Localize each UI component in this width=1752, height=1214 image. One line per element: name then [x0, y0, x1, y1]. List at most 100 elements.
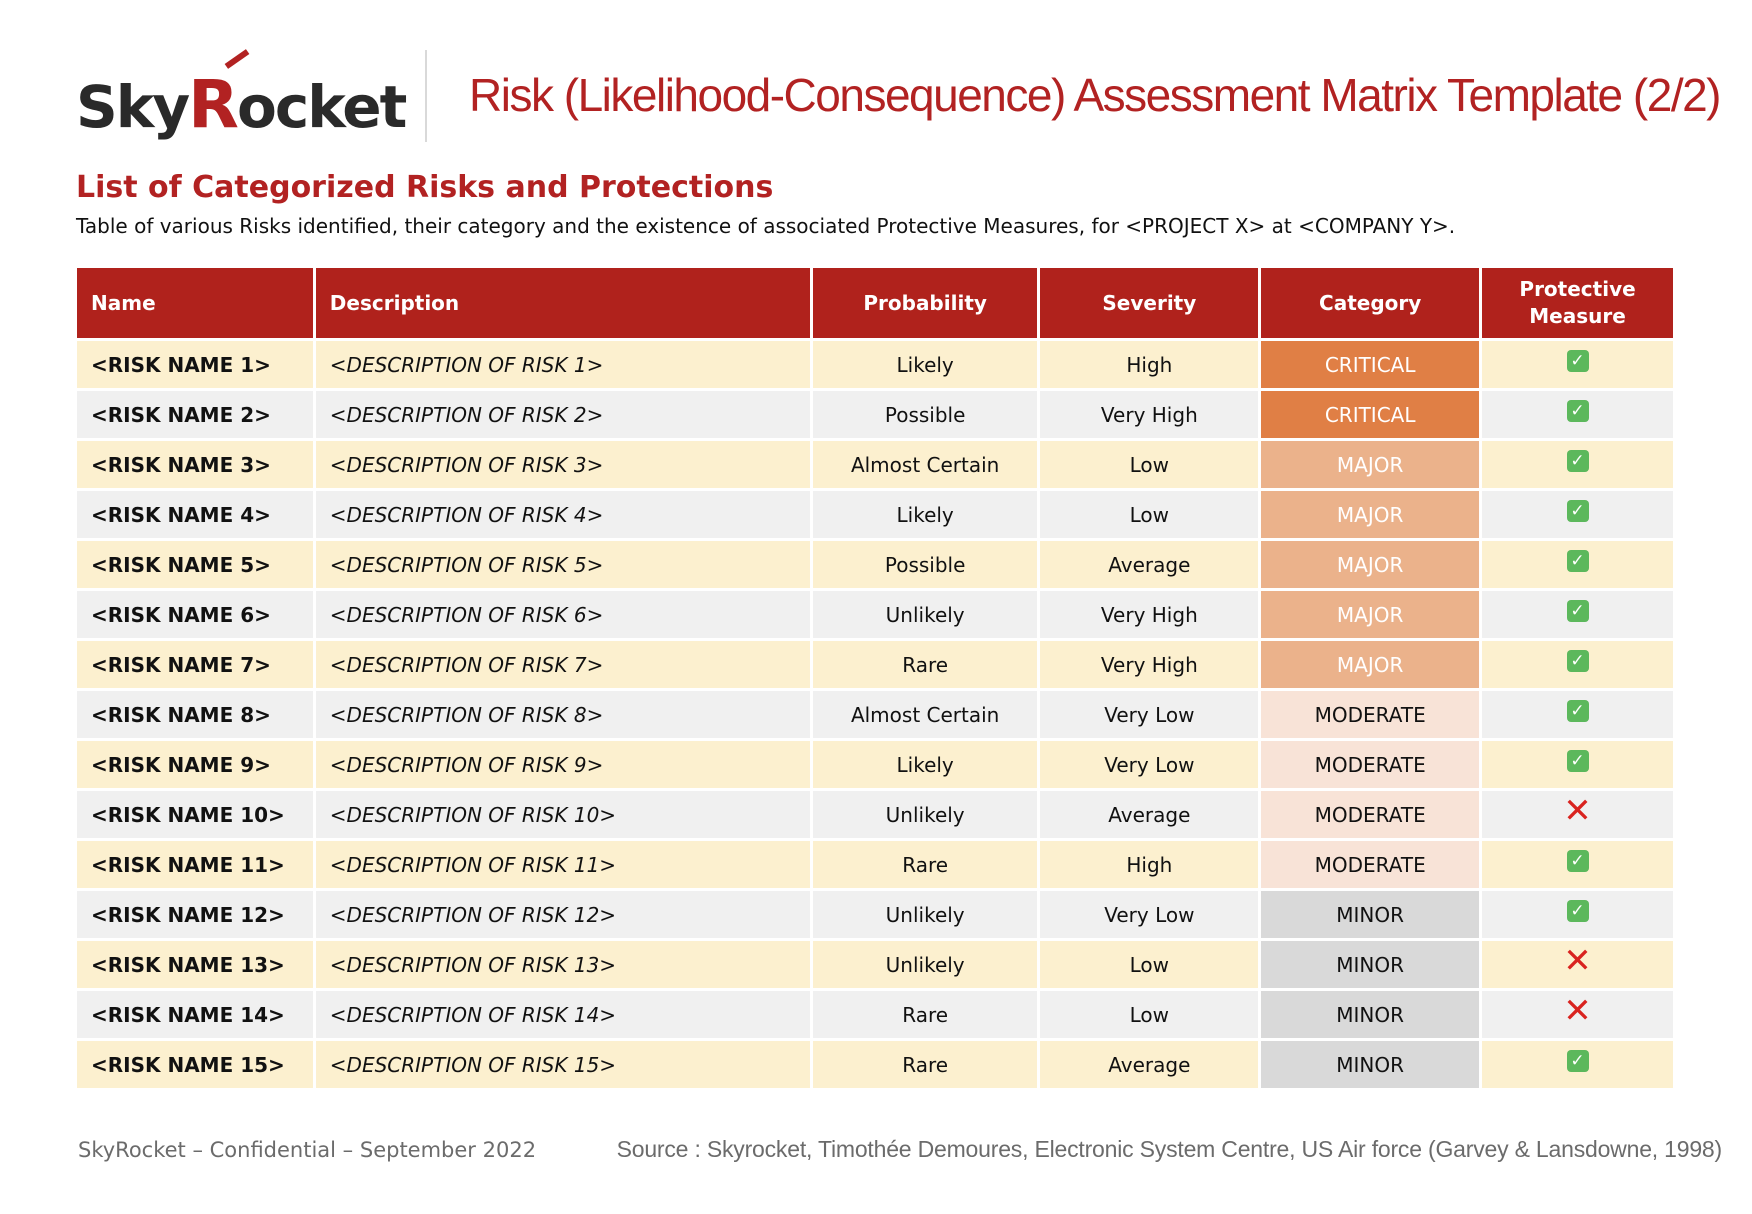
check-icon: ✓: [1566, 850, 1589, 872]
protective-measure-cell: ✓: [1482, 491, 1673, 538]
risk-description-cell: <DESCRIPTION OF RISK 4>: [315, 491, 810, 538]
risk-name-cell: <RISK NAME 14>: [77, 991, 313, 1038]
check-icon: ✓: [1566, 700, 1589, 722]
risk-name-cell: <RISK NAME 11>: [77, 841, 313, 888]
severity-cell: Very Low: [1040, 891, 1259, 938]
probability-cell: Unlikely: [812, 791, 1038, 838]
table-row: <RISK NAME 7> <DESCRIPTION OF RISK 7> Rare…: [77, 641, 1673, 688]
check-icon: ✓: [1566, 500, 1589, 522]
col-header-category: Category: [1261, 268, 1480, 338]
protective-measure-cell: ✓: [1482, 1041, 1673, 1088]
risk-description-cell: <DESCRIPTION OF RISK 2>: [315, 391, 810, 438]
table-row: <RISK NAME 12> <DESCRIPTION OF RISK 12> Un…: [77, 891, 1673, 938]
protective-measure-cell: ✓: [1482, 741, 1673, 788]
footer-source: Source : Skyrocket, Timothée Demoures, E…: [616, 1136, 1723, 1162]
table-header-row: Name Description Probability Severity Ca…: [77, 268, 1673, 338]
col-header-severity: Severity: [1040, 268, 1259, 338]
risk-description-cell: <DESCRIPTION OF RISK 15>: [315, 1041, 810, 1088]
protective-measure-cell: ✕: [1482, 991, 1673, 1038]
table-row: <RISK NAME 8> <DESCRIPTION OF RISK 8> Almo…: [77, 691, 1673, 738]
check-icon: ✓: [1566, 450, 1589, 472]
severity-cell: Low: [1040, 441, 1259, 488]
probability-cell: Rare: [812, 841, 1038, 888]
severity-cell: Average: [1040, 541, 1259, 588]
protective-measure-cell: ✓: [1482, 391, 1673, 438]
category-cell: CRITICAL: [1261, 391, 1480, 438]
severity-cell: Very High: [1040, 591, 1259, 638]
probability-cell: Unlikely: [812, 891, 1038, 938]
severity-cell: Low: [1040, 941, 1259, 988]
probability-cell: Unlikely: [812, 591, 1038, 638]
skyrocket-logo: SkyRocket: [76, 48, 407, 143]
cross-icon: ✕: [1563, 791, 1592, 831]
col-header-description: Description: [315, 268, 810, 338]
col-header-name: Name: [77, 268, 313, 338]
category-cell: MODERATE: [1261, 741, 1480, 788]
page-title: Risk (Likelihood-Consequence) Assessment…: [469, 69, 1721, 121]
probability-cell: Likely: [812, 341, 1038, 388]
probability-cell: Possible: [812, 391, 1038, 438]
risk-description-cell: <DESCRIPTION OF RISK 7>: [315, 641, 810, 688]
protective-measure-cell: ✕: [1482, 791, 1673, 838]
check-icon: ✓: [1566, 600, 1589, 622]
risk-description-cell: <DESCRIPTION OF RISK 11>: [315, 841, 810, 888]
risk-name-cell: <RISK NAME 3>: [77, 441, 313, 488]
protective-measure-cell: ✓: [1482, 641, 1673, 688]
check-icon: ✓: [1566, 350, 1589, 372]
protective-measure-cell: ✓: [1482, 341, 1673, 388]
cross-icon: ✕: [1563, 941, 1592, 981]
table-row: <RISK NAME 2> <DESCRIPTION OF RISK 2> Poss…: [77, 391, 1673, 438]
check-icon: ✓: [1566, 550, 1589, 572]
risk-name-cell: <RISK NAME 6>: [77, 591, 313, 638]
probability-cell: Possible: [812, 541, 1038, 588]
severity-cell: Average: [1040, 1041, 1259, 1088]
category-cell: MAJOR: [1261, 441, 1480, 488]
severity-cell: High: [1040, 341, 1259, 388]
table-row: <RISK NAME 13> <DESCRIPTION OF RISK 13> Un…: [77, 941, 1673, 988]
category-cell: MAJOR: [1261, 591, 1480, 638]
risk-name-cell: <RISK NAME 1>: [77, 341, 313, 388]
cross-icon: ✕: [1563, 991, 1592, 1031]
category-cell: MINOR: [1261, 891, 1480, 938]
section-subtitle: Table of various Risks identified, their…: [76, 214, 1456, 238]
table-row: <RISK NAME 11> <DESCRIPTION OF RISK 11> Ra…: [77, 841, 1673, 888]
risk-description-cell: <DESCRIPTION OF RISK 14>: [315, 991, 810, 1038]
risk-name-cell: <RISK NAME 2>: [77, 391, 313, 438]
risk-name-cell: <RISK NAME 4>: [77, 491, 313, 538]
risk-description-cell: <DESCRIPTION OF RISK 12>: [315, 891, 810, 938]
risk-name-cell: <RISK NAME 15>: [77, 1041, 313, 1088]
risk-description-cell: <DESCRIPTION OF RISK 3>: [315, 441, 810, 488]
category-cell: MINOR: [1261, 991, 1480, 1038]
risk-description-cell: <DESCRIPTION OF RISK 5>: [315, 541, 810, 588]
protective-measure-cell: ✓: [1482, 591, 1673, 638]
severity-cell: Very High: [1040, 391, 1259, 438]
protective-measure-cell: ✓: [1482, 441, 1673, 488]
section-title: List of Categorized Risks and Protection…: [76, 170, 774, 205]
header-divider: [425, 50, 427, 142]
severity-cell: Average: [1040, 791, 1259, 838]
table-row: <RISK NAME 4> <DESCRIPTION OF RISK 4> Like…: [77, 491, 1673, 538]
probability-cell: Likely: [812, 491, 1038, 538]
check-icon: ✓: [1566, 750, 1589, 772]
risk-description-cell: <DESCRIPTION OF RISK 8>: [315, 691, 810, 738]
table-row: <RISK NAME 5> <DESCRIPTION OF RISK 5> Poss…: [77, 541, 1673, 588]
risk-description-cell: <DESCRIPTION OF RISK 1>: [315, 341, 810, 388]
severity-cell: Low: [1040, 491, 1259, 538]
risk-name-cell: <RISK NAME 9>: [77, 741, 313, 788]
table-row: <RISK NAME 3> <DESCRIPTION OF RISK 3> Almo…: [77, 441, 1673, 488]
table-row: <RISK NAME 14> <DESCRIPTION OF RISK 14> Ra…: [77, 991, 1673, 1038]
table-row: <RISK NAME 6> <DESCRIPTION OF RISK 6> Unli…: [77, 591, 1673, 638]
risk-description-cell: <DESCRIPTION OF RISK 13>: [315, 941, 810, 988]
probability-cell: Almost Certain: [812, 691, 1038, 738]
severity-cell: Very High: [1040, 641, 1259, 688]
category-cell: MODERATE: [1261, 841, 1480, 888]
category-cell: MAJOR: [1261, 641, 1480, 688]
probability-cell: Rare: [812, 641, 1038, 688]
col-header-protective-measure: Protective Measure: [1482, 268, 1673, 338]
logo-text: SkyRocket: [76, 66, 407, 143]
probability-cell: Likely: [812, 741, 1038, 788]
table-row: <RISK NAME 9> <DESCRIPTION OF RISK 9> Like…: [77, 741, 1673, 788]
protective-measure-cell: ✓: [1482, 891, 1673, 938]
risk-name-cell: <RISK NAME 12>: [77, 891, 313, 938]
risk-description-cell: <DESCRIPTION OF RISK 6>: [315, 591, 810, 638]
